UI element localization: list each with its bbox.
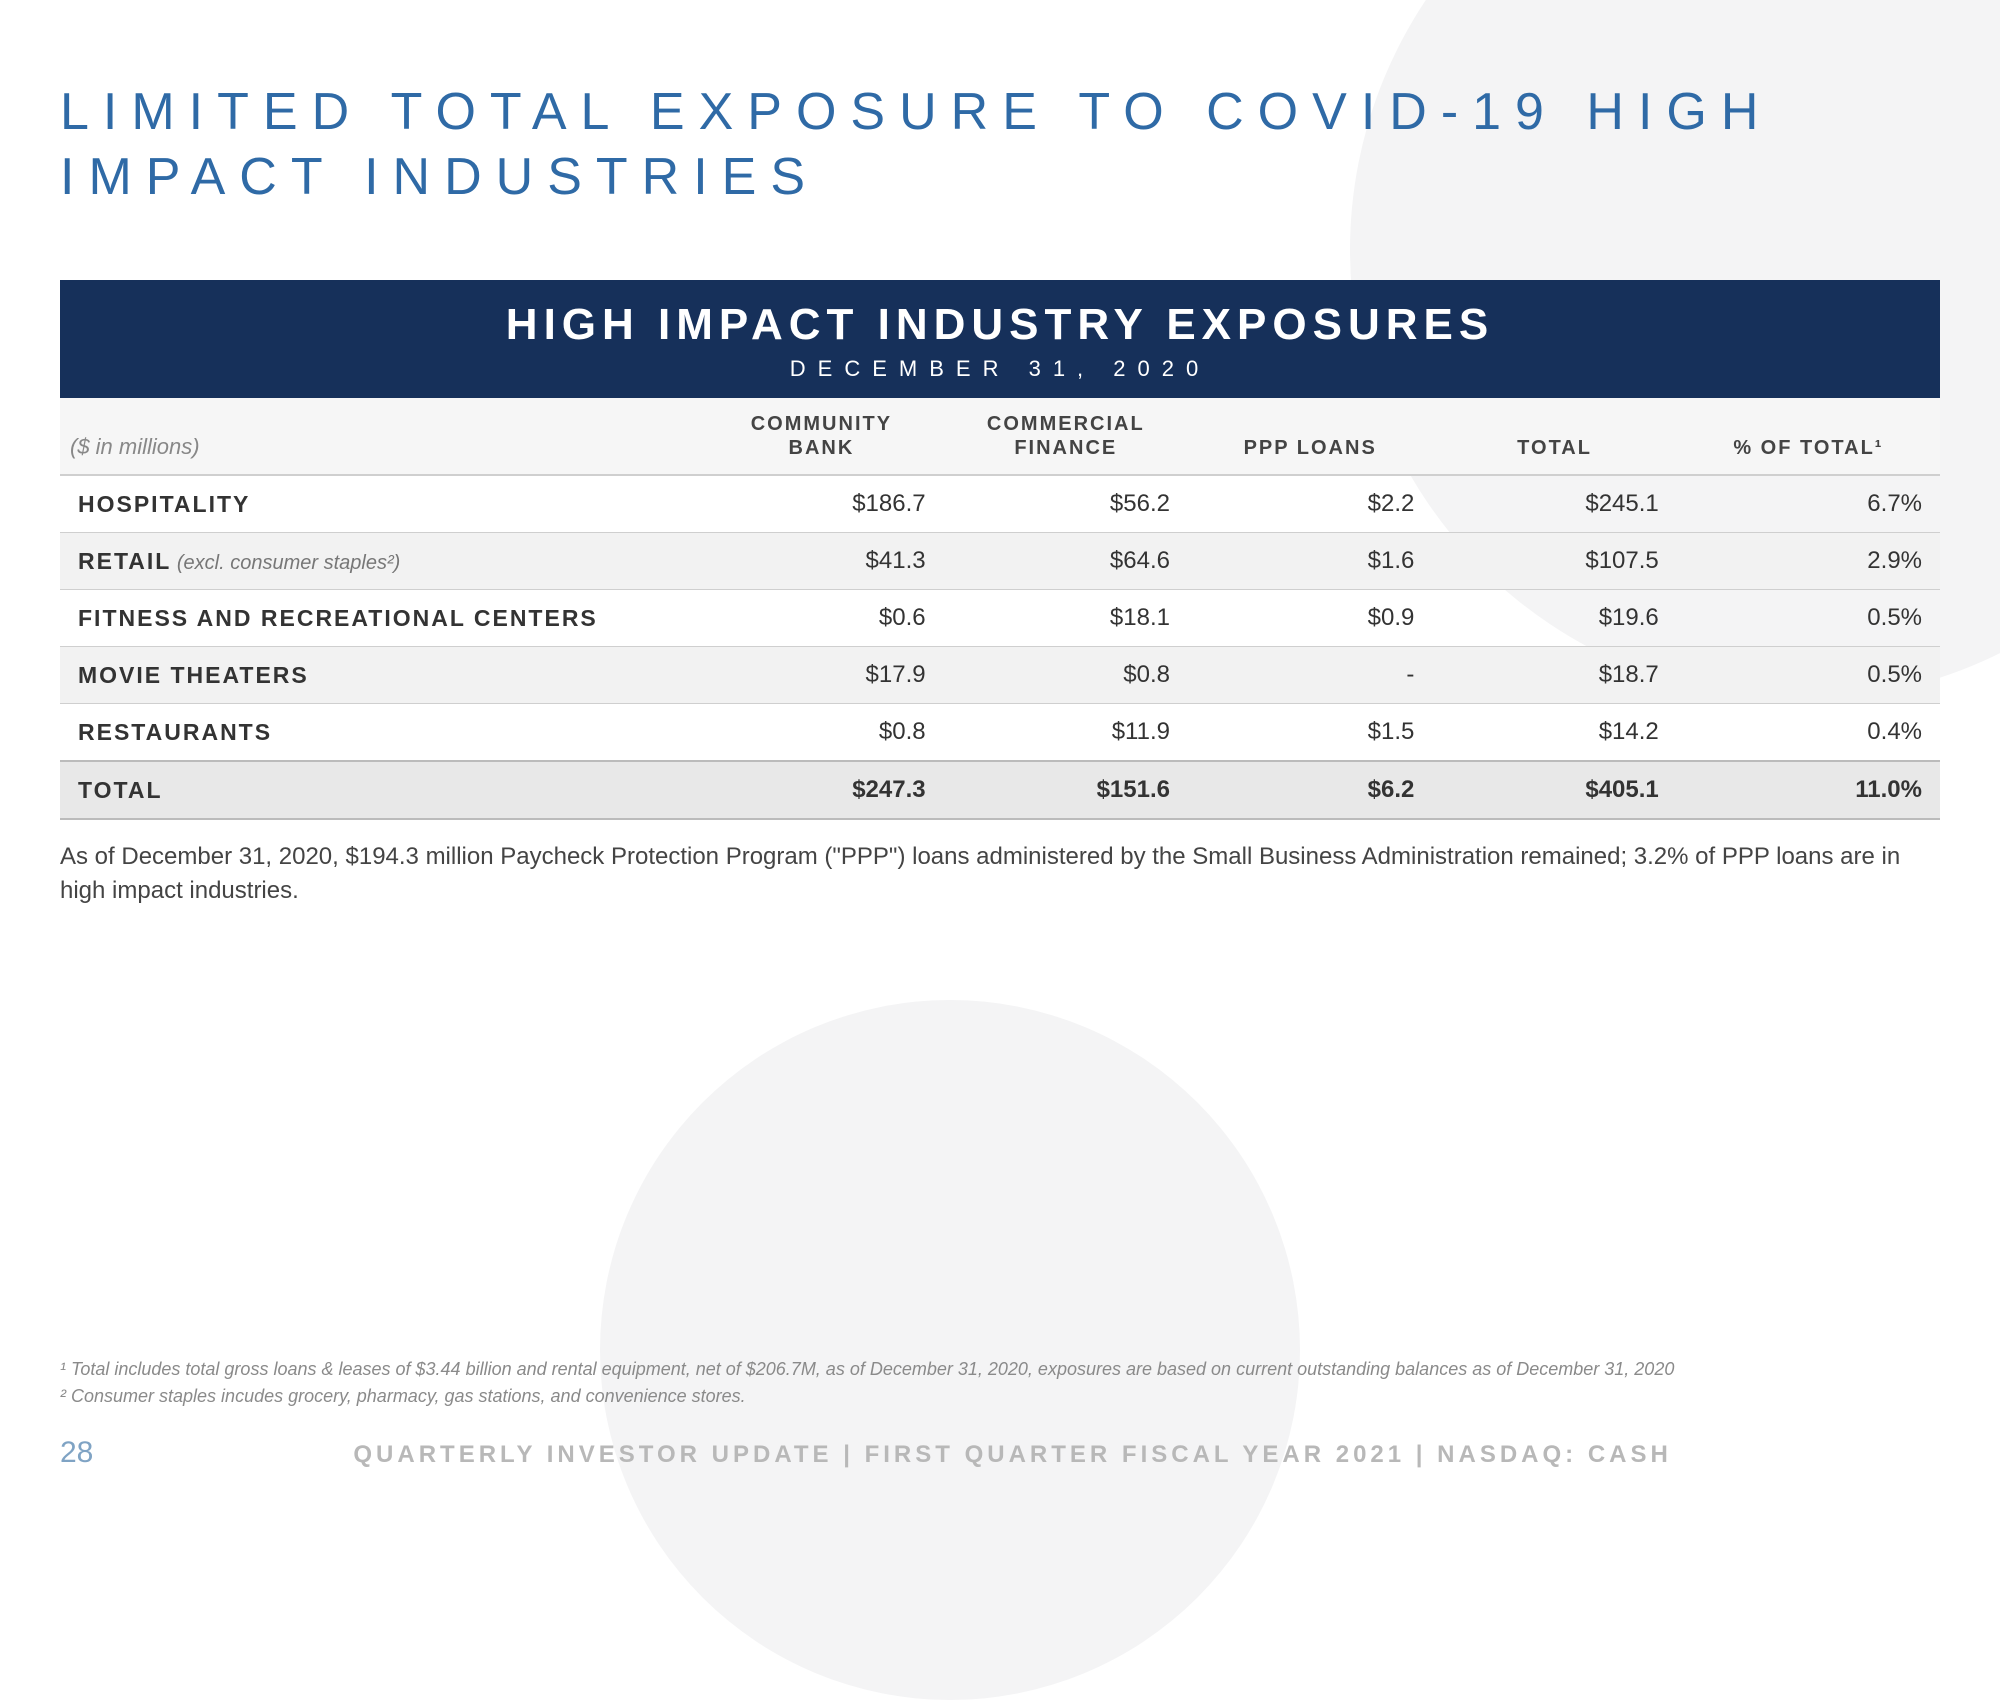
table-row: RETAIL (excl. consumer staples²)$41.3$64… <box>60 533 1940 590</box>
cell: $151.6 <box>944 761 1188 819</box>
cell: $1.6 <box>1188 533 1432 590</box>
cell: 0.5% <box>1677 590 1940 647</box>
row-label: RESTAURANTS <box>60 704 699 762</box>
unit-label: ($ in millions) <box>60 398 699 475</box>
cell: $2.2 <box>1188 475 1432 533</box>
table-row: MOVIE THEATERS$17.9$0.8-$18.70.5% <box>60 647 1940 704</box>
table-body: HOSPITALITY$186.7$56.2$2.2$245.16.7%RETA… <box>60 475 1940 819</box>
page-number: 28 <box>60 1436 93 1470</box>
row-label: RETAIL (excl. consumer staples²) <box>60 533 699 590</box>
cell: $0.9 <box>1188 590 1432 647</box>
table-row: HOSPITALITY$186.7$56.2$2.2$245.16.7% <box>60 475 1940 533</box>
footnotes: ¹ Total includes total gross loans & lea… <box>60 1356 1940 1410</box>
cell: $41.3 <box>699 533 943 590</box>
cell: $247.3 <box>699 761 943 819</box>
page-title: LIMITED TOTAL EXPOSURE TO COVID-19 HIGH … <box>60 80 1940 210</box>
cell: 2.9% <box>1677 533 1940 590</box>
col-community-bank: COMMUNITYBANK <box>699 398 943 475</box>
row-label: TOTAL <box>60 761 699 819</box>
cell: $18.7 <box>1432 647 1676 704</box>
footnote-2: ² Consumer staples incudes grocery, phar… <box>60 1383 1940 1410</box>
exposure-table: ($ in millions) COMMUNITYBANK COMMERCIAL… <box>60 398 1940 820</box>
table-head: ($ in millions) COMMUNITYBANK COMMERCIAL… <box>60 398 1940 475</box>
cell: - <box>1188 647 1432 704</box>
cell: $56.2 <box>944 475 1188 533</box>
cell: 0.5% <box>1677 647 1940 704</box>
cell: $18.1 <box>944 590 1188 647</box>
body-note: As of December 31, 2020, $194.3 million … <box>60 840 1940 907</box>
cell: 6.7% <box>1677 475 1940 533</box>
row-label: MOVIE THEATERS <box>60 647 699 704</box>
row-label: FITNESS AND RECREATIONAL CENTERS <box>60 590 699 647</box>
footer: 28 QUARTERLY INVESTOR UPDATE | FIRST QUA… <box>60 1436 1940 1470</box>
col-pct-of-total: % OF TOTAL¹ <box>1677 398 1940 475</box>
cell: $1.5 <box>1188 704 1432 762</box>
cell: $64.6 <box>944 533 1188 590</box>
footnote-1: ¹ Total includes total gross loans & lea… <box>60 1356 1940 1383</box>
slide: LIMITED TOTAL EXPOSURE TO COVID-19 HIGH … <box>0 0 2000 1500</box>
cell: $405.1 <box>1432 761 1676 819</box>
row-label: HOSPITALITY <box>60 475 699 533</box>
cell: $17.9 <box>699 647 943 704</box>
cell: $19.6 <box>1432 590 1676 647</box>
col-commercial-finance: COMMERCIALFINANCE <box>944 398 1188 475</box>
table-banner: HIGH IMPACT INDUSTRY EXPOSURES DECEMBER … <box>60 280 1940 398</box>
cell: $11.9 <box>944 704 1188 762</box>
table-row-total: TOTAL$247.3$151.6$6.2$405.111.0% <box>60 761 1940 819</box>
cell: $186.7 <box>699 475 943 533</box>
cell: $6.2 <box>1188 761 1432 819</box>
cell: $0.6 <box>699 590 943 647</box>
col-total: TOTAL <box>1432 398 1676 475</box>
cell: $0.8 <box>699 704 943 762</box>
col-ppp-loans: PPP LOANS <box>1188 398 1432 475</box>
cell: $14.2 <box>1432 704 1676 762</box>
cell: $0.8 <box>944 647 1188 704</box>
banner-subtitle: DECEMBER 31, 2020 <box>60 356 1940 382</box>
table-row: FITNESS AND RECREATIONAL CENTERS$0.6$18.… <box>60 590 1940 647</box>
cell: 11.0% <box>1677 761 1940 819</box>
table-row: RESTAURANTS$0.8$11.9$1.5$14.20.4% <box>60 704 1940 762</box>
banner-title: HIGH IMPACT INDUSTRY EXPOSURES <box>60 300 1940 350</box>
cell: $245.1 <box>1432 475 1676 533</box>
footer-text: QUARTERLY INVESTOR UPDATE | FIRST QUARTE… <box>353 1441 1671 1469</box>
cell: $107.5 <box>1432 533 1676 590</box>
cell: 0.4% <box>1677 704 1940 762</box>
